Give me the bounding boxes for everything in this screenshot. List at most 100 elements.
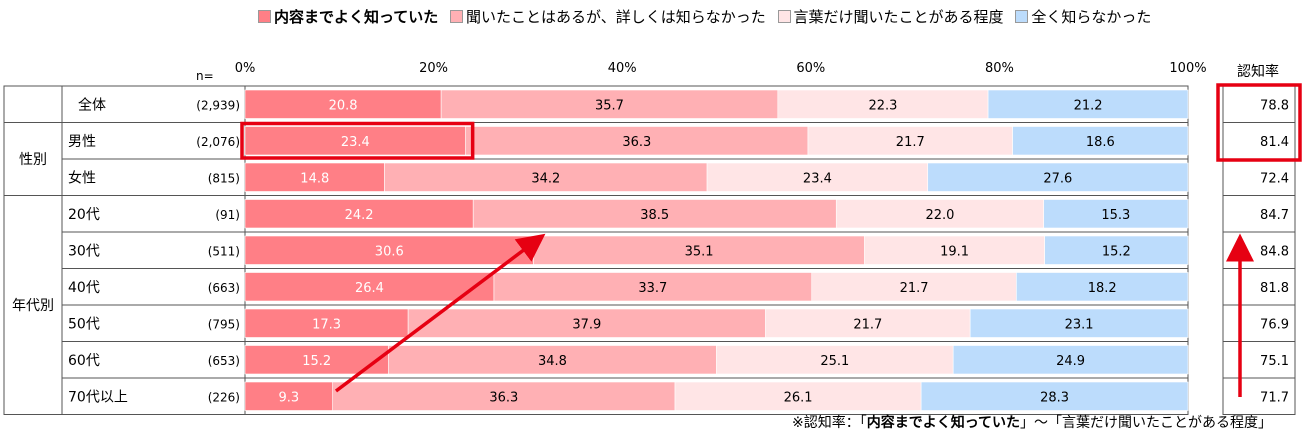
data-label: 17.3 [312, 317, 341, 332]
legend-item-heard-not-detailed: 聞いたことはあるが、詳しくは知らなかった [450, 6, 766, 27]
data-label: 21.2 [1074, 98, 1103, 113]
bar-segment [244, 199, 474, 229]
bar-segment [807, 126, 1013, 156]
legend-item-word-only: 言葉だけ聞いたことがある程度 [777, 6, 1004, 27]
recognition-value: 75.1 [1260, 354, 1289, 369]
bar-segment [244, 272, 495, 302]
footnote-bold: 内容までよく知っていた [866, 415, 1021, 431]
recognition-value: 72.4 [1260, 171, 1289, 186]
legend-swatch [450, 10, 464, 23]
category-label: 女性 [68, 169, 96, 186]
recognition-header: 認知率 [1237, 63, 1279, 80]
data-label: 18.6 [1086, 135, 1115, 150]
n-value: (795) [208, 317, 240, 331]
data-label: 34.8 [538, 354, 567, 369]
bar-segment [384, 162, 708, 192]
data-label: 26.4 [355, 281, 384, 296]
category-label: 60代 [68, 353, 100, 369]
data-label: 23.1 [1065, 317, 1094, 332]
bar-segment [969, 308, 1189, 338]
category-label: 男性 [68, 134, 96, 150]
category-label: 30代 [68, 243, 100, 259]
bar-segment [927, 162, 1189, 192]
x-tick-label: 20% [419, 61, 448, 76]
recognition-value: 84.8 [1260, 244, 1289, 259]
bar-segment [533, 235, 865, 265]
data-label: 36.3 [489, 390, 518, 405]
x-tick-label: 80% [985, 61, 1014, 76]
footnote-suffix: 」～「言葉だけ聞いたことがある程度」 [1020, 415, 1273, 431]
data-label: 25.1 [820, 354, 849, 369]
bar-segment [244, 381, 333, 411]
recognition-value: 81.4 [1260, 135, 1289, 150]
bar-segment [674, 381, 922, 411]
data-label: 22.3 [868, 98, 897, 113]
n-value: (2,939) [196, 98, 240, 112]
data-label: 35.1 [685, 244, 714, 259]
data-label: 9.3 [279, 390, 300, 405]
data-label: 36.3 [622, 135, 651, 150]
data-label: 22.0 [926, 208, 955, 223]
x-tick-label: 100% [1169, 61, 1206, 76]
bar-segment [920, 381, 1189, 411]
bar-segment [1043, 199, 1189, 229]
data-label: 14.8 [300, 171, 329, 186]
data-label: 21.7 [900, 281, 929, 296]
n-value: (815) [208, 171, 240, 185]
trend-arrow-well-known [334, 233, 546, 393]
bar-segment [388, 345, 717, 375]
data-label: 26.1 [784, 390, 813, 405]
data-label: 35.7 [595, 98, 624, 113]
data-label: 30.6 [375, 244, 404, 259]
bar-segment [811, 272, 1017, 302]
bar-segment [952, 345, 1189, 375]
data-label: 23.4 [803, 171, 832, 186]
legend-item-well-known: 内容までよく知っていた [258, 6, 438, 27]
data-label: 18.2 [1088, 281, 1117, 296]
legend-label: 聞いたことはあるが、詳しくは知らなかった [466, 8, 766, 26]
bar-segment [987, 89, 1189, 119]
highlight-box-recognition [1216, 83, 1302, 162]
n-value: (226) [208, 390, 240, 404]
data-label: 33.7 [638, 281, 667, 296]
recognition-value: 76.9 [1260, 317, 1289, 332]
bar-segment [244, 235, 534, 265]
data-label: 28.3 [1040, 390, 1069, 405]
x-tick-label: 0% [235, 61, 256, 76]
category-label: 50代 [68, 316, 100, 332]
category-label: 70代以上 [68, 389, 128, 405]
bar-segment [493, 272, 813, 302]
footnote: ※認知率：「内容までよく知っていた」～「言葉だけ聞いたことがある程度」 [792, 412, 1272, 432]
n-value: (91) [215, 208, 240, 222]
bar-segment [244, 126, 466, 156]
x-tick-label: 40% [608, 61, 637, 76]
n-label: n= [196, 69, 214, 83]
data-label: 19.1 [940, 244, 969, 259]
bar-segment [472, 199, 837, 229]
recognition-value: 84.7 [1260, 208, 1289, 223]
bar-segment [835, 199, 1045, 229]
legend-swatch [1015, 10, 1029, 23]
footnote-prefix: ※認知率：「 [792, 415, 867, 431]
data-label: 20.8 [329, 98, 358, 113]
legend-item-not-known: 全く知らなかった [1015, 6, 1151, 27]
n-value: (663) [208, 281, 240, 295]
group-label: 性別 [19, 152, 47, 168]
category-label: 全体 [78, 96, 106, 113]
category-label: 40代 [68, 280, 100, 296]
data-label: 15.2 [302, 354, 331, 369]
data-label: 21.7 [853, 317, 882, 332]
bar-segment [465, 126, 809, 156]
legend-label: 言葉だけ聞いたことがある程度 [793, 8, 1004, 26]
bar-segment [1044, 235, 1189, 265]
data-label: 37.9 [572, 317, 601, 332]
data-label: 24.9 [1056, 354, 1085, 369]
data-label: 23.4 [341, 135, 370, 150]
data-label: 21.7 [896, 135, 925, 150]
category-label: 20代 [68, 207, 100, 223]
n-value: (511) [208, 244, 240, 258]
recognition-value: 71.7 [1260, 390, 1289, 405]
bar-segment [407, 308, 766, 338]
legend: 内容までよく知っていた 聞いたことはあるが、詳しくは知らなかった 言葉だけ聞いた… [258, 6, 1158, 27]
